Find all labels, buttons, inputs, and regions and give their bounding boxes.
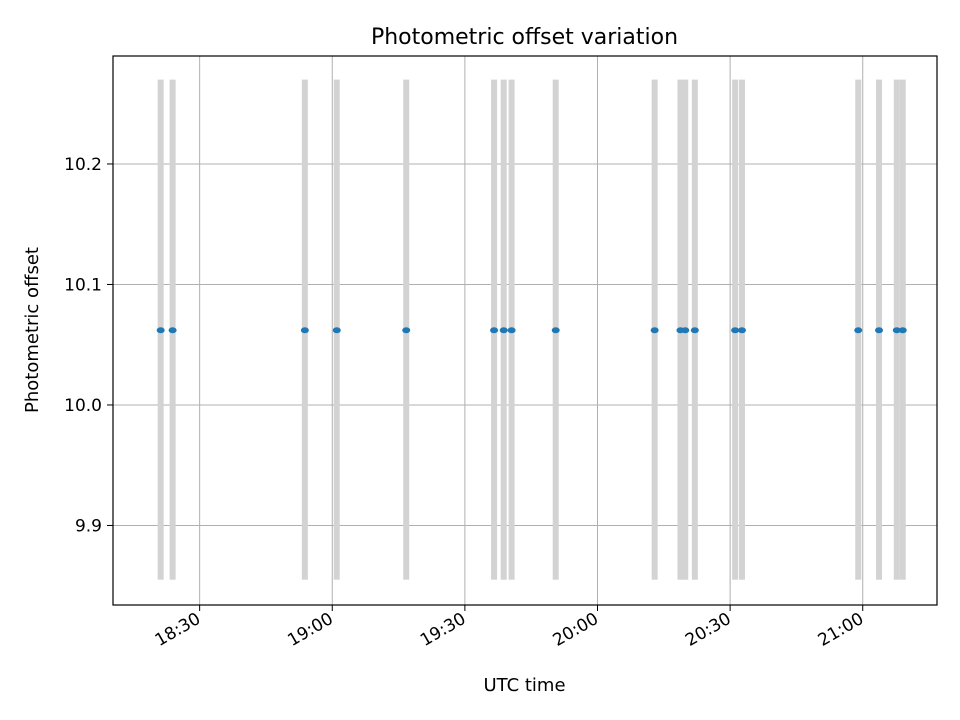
chart-title: Photometric offset variation (371, 25, 678, 50)
y-tick-label: 10.0 (64, 396, 102, 416)
data-point (737, 327, 746, 334)
data-point (898, 327, 907, 334)
data-point (551, 327, 560, 334)
data-point (507, 327, 516, 334)
data-point (875, 327, 884, 334)
y-tick-label: 10.1 (64, 275, 102, 295)
data-point (499, 327, 508, 334)
data-point (731, 327, 740, 334)
data-point (156, 327, 165, 334)
y-tick-label: 10.2 (64, 155, 102, 175)
data-point (892, 327, 901, 334)
data-point (681, 327, 690, 334)
y-tick-label: 9.9 (75, 516, 102, 536)
data-point (402, 327, 411, 334)
data-point (650, 327, 659, 334)
data-point (300, 327, 309, 334)
data-point (332, 327, 341, 334)
y-axis-label: Photometric offset (22, 247, 43, 413)
data-point (690, 327, 699, 334)
data-point (168, 327, 177, 334)
data-point (854, 327, 863, 334)
axes-frame (112, 55, 938, 606)
x-axis-label: UTC time (483, 675, 565, 696)
data-point (490, 327, 499, 334)
